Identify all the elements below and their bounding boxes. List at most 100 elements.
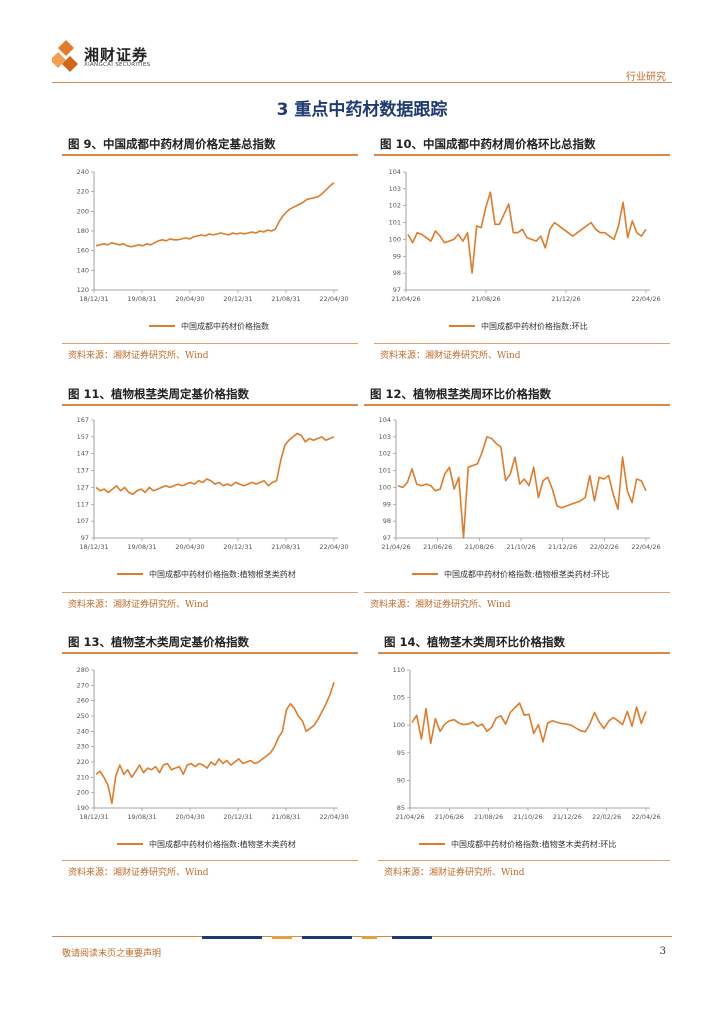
legend-label: 中国成都中药材价格指数:植物根茎类药材 <box>149 569 296 579</box>
y-tick-label: 190 <box>77 804 89 812</box>
page-number: 3 <box>659 946 666 957</box>
series-line <box>95 182 335 248</box>
y-tick-label: 220 <box>77 188 89 196</box>
source-rule <box>374 343 670 344</box>
y-tick-label: 240 <box>77 168 89 176</box>
y-tick-label: 270 <box>77 681 89 689</box>
y-tick-label: 90 <box>397 776 405 784</box>
figure-title-14: 图 14、植物茎木类周环比价格指数 <box>384 635 566 649</box>
y-tick-label: 105 <box>393 694 405 702</box>
chart-legend: 中国成都中药材价格指数 <box>149 321 269 331</box>
figure-rule <box>364 404 670 406</box>
x-tick-label: 22/04/30 <box>319 295 348 303</box>
x-tick-label: 19/08/31 <box>127 813 156 821</box>
x-tick-label: 21/08/31 <box>271 295 300 303</box>
y-tick-label: 250 <box>77 712 89 720</box>
x-tick-label: 21/12/26 <box>551 295 580 303</box>
x-tick-label: 21/08/26 <box>465 543 494 551</box>
y-tick-label: 110 <box>393 666 405 674</box>
x-tick-label: 20/04/30 <box>175 543 204 551</box>
figure-title-13: 图 13、植物茎木类周定基价格指数 <box>68 635 250 649</box>
figure-rule <box>62 652 358 654</box>
x-tick-label: 18/12/31 <box>79 543 108 551</box>
series-line <box>95 682 335 805</box>
x-tick-label: 21/08/26 <box>471 295 500 303</box>
x-tick-label: 19/08/31 <box>127 543 156 551</box>
source-rule <box>62 592 358 593</box>
x-tick-label: 22/04/26 <box>631 813 660 821</box>
header-divider <box>52 82 672 83</box>
legend-label: 中国成都中药材价格指数:植物茎木类药材:环比 <box>451 839 616 849</box>
chart-fig10: 97 98 99 100 101 102 103 104 21/04/26 21/08/26 21/… <box>389 168 661 331</box>
figure-source: 资料来源：湘财证券研究所、Wind <box>68 868 209 878</box>
x-tick-label: 21/10/26 <box>506 543 535 551</box>
y-tick-label: 98 <box>393 269 401 277</box>
source-rule <box>62 343 358 344</box>
section-title: 3 重点中药材数据跟踪 <box>276 100 448 120</box>
figure-source: 资料来源：湘财证券研究所、Wind <box>370 600 511 610</box>
report-category: 行业研究 <box>626 72 666 83</box>
chart-legend: 中国成都中药材价格指数:植物茎木类药材:环比 <box>419 839 616 849</box>
y-tick-label: 102 <box>389 202 401 210</box>
series-line <box>407 191 647 274</box>
figure-title-10: 图 10、中国成都中药材周价格环比总指数 <box>380 137 596 151</box>
legend-label: 中国成都中药材价格指数:植物茎木类药材 <box>149 839 296 849</box>
y-tick-label: 230 <box>77 743 89 751</box>
x-tick-label: 22/04/26 <box>631 295 660 303</box>
y-tick-label: 140 <box>77 266 89 274</box>
x-tick-label: 20/12/31 <box>223 543 252 551</box>
chart-fig14: 85 90 95 100 105 110 21/04/26 21/06/26 21/08/26 2… <box>393 666 661 849</box>
y-tick-label: 240 <box>77 727 89 735</box>
x-tick-label: 20/12/31 <box>223 295 252 303</box>
figure-source: 资料来源：湘财证券研究所、Wind <box>68 351 209 361</box>
x-tick-label: 21/12/26 <box>553 813 582 821</box>
x-tick-label: 21/12/26 <box>548 543 577 551</box>
y-tick-label: 100 <box>379 483 391 491</box>
chart-legend: 中国成都中药材价格指数:环比 <box>449 321 588 331</box>
legend-label: 中国成都中药材价格指数 <box>181 321 269 331</box>
x-tick-label: 19/08/31 <box>127 295 156 303</box>
y-tick-label: 97 <box>383 534 391 542</box>
x-tick-label: 21/08/31 <box>271 543 300 551</box>
series-line <box>95 432 335 495</box>
footer-divider <box>52 936 672 939</box>
chart-legend: 中国成都中药材价格指数:植物根茎类药材:环比 <box>412 569 609 579</box>
series-line <box>411 702 647 745</box>
chart-fig12: 97 98 99 100 101 102 103 104 21/04/26 21/06/26 21/… <box>379 416 661 579</box>
y-tick-label: 103 <box>379 433 391 441</box>
x-tick-label: 18/12/31 <box>79 813 108 821</box>
y-tick-label: 101 <box>389 219 401 227</box>
x-tick-label: 22/04/30 <box>319 813 348 821</box>
x-tick-label: 21/08/26 <box>474 813 503 821</box>
x-tick-label: 22/04/26 <box>631 543 660 551</box>
x-tick-label: 20/04/30 <box>175 813 204 821</box>
footer-disclaimer: 敬请阅读末页之重要声明 <box>62 949 162 959</box>
y-tick-label: 147 <box>77 450 89 458</box>
y-tick-label: 99 <box>383 500 391 508</box>
chart-legend: 中国成都中药材价格指数:植物根茎类药材 <box>117 569 296 579</box>
figure-rule <box>62 404 358 406</box>
y-tick-label: 220 <box>77 758 89 766</box>
y-tick-label: 98 <box>383 517 391 525</box>
y-tick-label: 95 <box>397 749 405 757</box>
y-tick-label: 127 <box>77 483 89 491</box>
x-tick-label: 20/12/31 <box>223 813 252 821</box>
x-tick-label: 20/04/30 <box>175 295 204 303</box>
y-tick-label: 180 <box>77 227 89 235</box>
logo-name: 湘财证券 <box>84 46 149 64</box>
chart-legend: 中国成都中药材价格指数:植物茎木类药材 <box>117 839 296 849</box>
x-tick-label: 21/10/26 <box>513 813 542 821</box>
series-line <box>397 436 647 539</box>
figure-rule <box>62 154 358 156</box>
y-tick-label: 97 <box>393 286 401 294</box>
y-tick-label: 99 <box>393 252 401 260</box>
x-tick-label: 22/02/26 <box>590 543 619 551</box>
company-logo: 湘财证券 XIANGCAI SECURITIES <box>50 38 182 78</box>
x-tick-label: 22/02/26 <box>592 813 621 821</box>
figure-source: 资料来源：湘财证券研究所、Wind <box>68 600 209 610</box>
y-tick-label: 104 <box>389 168 401 176</box>
figure-title-11: 图 11、植物根茎类周定基价格指数 <box>68 387 250 401</box>
y-tick-label: 137 <box>77 467 89 475</box>
x-tick-label: 21/08/31 <box>271 813 300 821</box>
y-tick-label: 260 <box>77 697 89 705</box>
